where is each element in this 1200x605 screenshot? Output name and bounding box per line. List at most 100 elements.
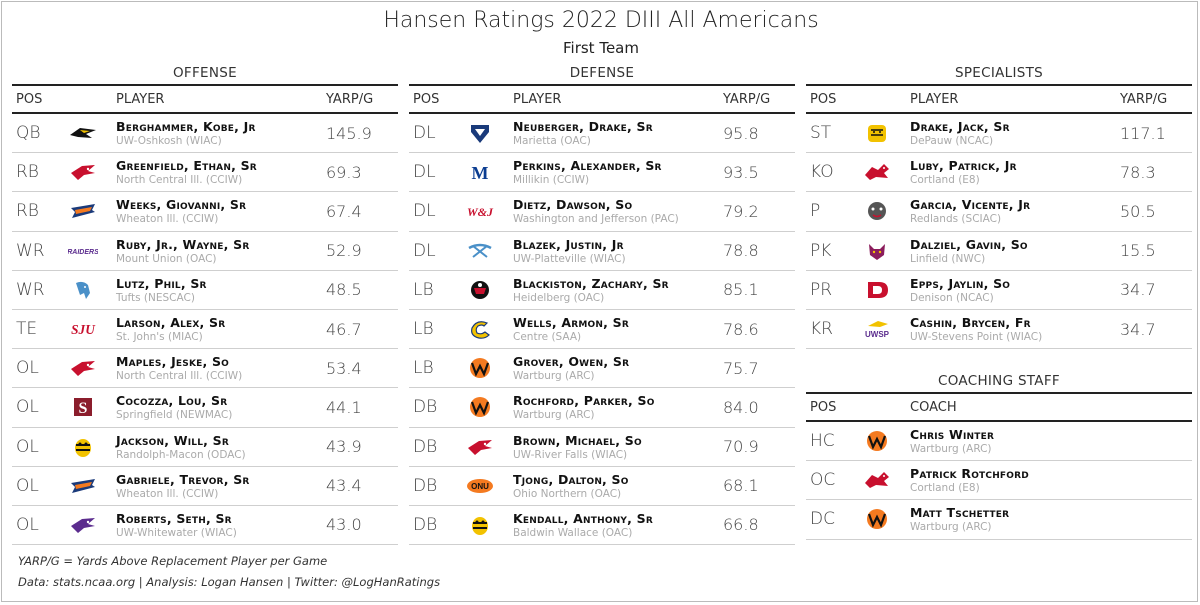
d-logo [848, 279, 906, 301]
player-school: Washington and Jefferson (PAC) [513, 213, 679, 226]
metric-value: 78.6 [723, 319, 759, 339]
position-cell: OL [16, 397, 39, 418]
table-row: QB Berghammer, Kobe, Jr UW-Oshkosh (WIAC… [12, 114, 398, 154]
player-school: UW-Oshkosh (WIAC) [116, 135, 222, 148]
player-name: Patrick Rotchford [910, 466, 1029, 482]
player-cell: Jackson, Will, Sr Randolph-Macon (ODAC) [112, 433, 326, 461]
player-school: Wartburg (ARC) [910, 521, 992, 534]
page-subtitle: First Team [563, 39, 639, 57]
player-school: North Central Ill. (CCIW) [116, 174, 243, 187]
svg-text:ONU: ONU [471, 482, 489, 491]
table-row: RB Weeks, Giovanni, Sr Wheaton Ill. (CCI… [12, 192, 398, 232]
table-row: LB Grover, Owen, Sr Wartburg (ARC) 75.7 [409, 349, 795, 389]
position-cell: LB [413, 279, 434, 300]
position-cell: KR [810, 319, 833, 340]
specialists-header: POS PLAYER YARP/G [806, 84, 1192, 114]
yellowjacket-logo [451, 514, 509, 536]
metric-value: 52.9 [326, 241, 362, 261]
metric-header: YARP/G [1120, 91, 1168, 107]
table-row: DL M Perkins, Alexander, Sr Millikin (CC… [409, 153, 795, 193]
pioneer-logo [451, 122, 509, 144]
player-name: Cocozza, Lou, Sr [116, 393, 228, 409]
player-school: Heidelberg (OAC) [513, 291, 605, 304]
player-cell: Drake, Jack, Sr DePauw (NCAC) [906, 119, 1120, 147]
table-row: HC Chris Winter Wartburg (ARC) [806, 422, 1192, 462]
player-school: North Central Ill. (CCIW) [116, 370, 243, 383]
player-cell: Neuberger, Drake, Sr Marietta (OAC) [509, 119, 723, 147]
position-cell: PR [810, 279, 833, 300]
player-school: Wartburg (ARC) [513, 409, 595, 422]
table-row: DB Kendall, Anthony, Sr Baldwin Wallace … [409, 506, 795, 546]
table-row: OL Maples, Jeske, So North Central Ill. … [12, 349, 398, 389]
player-name: Luby, Patrick, Jr [910, 158, 1017, 174]
table-row: DL Neuberger, Drake, Sr Marietta (OAC) 9… [409, 114, 795, 154]
player-cell: Perkins, Alexander, Sr Millikin (CCIW) [509, 158, 723, 186]
svg-text:W&J: W&J [467, 205, 494, 219]
position-cell: HC [810, 431, 835, 452]
player-school: Mount Union (OAC) [116, 252, 217, 265]
metric-value: 66.8 [723, 515, 759, 535]
player-school: Tufts (NESCAC) [116, 291, 195, 304]
player-name: Berghammer, Kobe, Jr [116, 119, 256, 135]
uwsp-logo: UWSP [848, 318, 906, 340]
player-name: Ruby, Jr., Wayne, Sr [116, 236, 250, 252]
player-name: Cashin, Brycen, Fr [910, 315, 1031, 331]
table-row: KO Luby, Patrick, Jr Cortland (E8) 78.3 [806, 153, 1192, 193]
cardinal-logo [54, 161, 112, 183]
player-name: Wells, Armon, Sr [513, 315, 629, 331]
svg-text:UWSP: UWSP [865, 330, 890, 339]
footnote: YARP/G = Yards Above Replacement Player … [18, 554, 328, 568]
coaching-header: POS COACH [806, 392, 1192, 422]
player-cell: Blackiston, Zachary, Sr Heidelberg (OAC) [509, 276, 723, 304]
table-row: LB Wells, Armon, Sr Centre (SAA) 78.6 [409, 310, 795, 350]
player-school: UW-Whitewater (WIAC) [116, 526, 237, 539]
table-row: OC Patrick Rotchford Cortland (E8) [806, 461, 1192, 501]
svg-text:SJU: SJU [71, 322, 96, 337]
c-logo [451, 318, 509, 340]
table-row: OL S Cocozza, Lou, Sr Springfield (NEWMA… [12, 388, 398, 428]
player-name: Lutz, Phil, Sr [116, 275, 207, 291]
player-school: Ohio Northern (OAC) [513, 487, 622, 500]
dragon-logo [848, 161, 906, 183]
player-cell: Chris Winter Wartburg (ARC) [906, 427, 1120, 455]
metric-value: 43.4 [326, 476, 362, 496]
player-name: Dietz, Dawson, So [513, 197, 633, 213]
defense-title: DEFENSE [569, 65, 635, 81]
table-row: WR Lutz, Phil, Sr Tufts (NESCAC) 48.5 [12, 271, 398, 310]
position-cell: DB [413, 514, 438, 535]
position-cell: OL [16, 475, 39, 496]
position-cell: WR [16, 240, 45, 261]
player-cell: Ruby, Jr., Wayne, Sr Mount Union (OAC) [112, 237, 326, 265]
tiger-logo [848, 122, 906, 144]
yellowjacket-logo [54, 436, 112, 458]
player-cell: Weeks, Giovanni, Sr Wheaton Ill. (CCIW) [112, 197, 326, 225]
player-cell: Epps, Jaylin, So Denison (NCAC) [906, 276, 1120, 304]
table-row: DL W&J Dietz, Dawson, So Washington and … [409, 192, 795, 232]
player-school: UW-Platteville (WIAC) [513, 252, 626, 265]
table-row: DB Rochford, Parker, So Wartburg (ARC) 8… [409, 388, 795, 428]
position-cell: PK [810, 240, 832, 261]
player-name: Grover, Owen, Sr [513, 354, 630, 370]
player-cell: Kendall, Anthony, Sr Baldwin Wallace (OA… [509, 511, 723, 539]
metric-value: 34.7 [1120, 280, 1156, 300]
pos-header: POS [16, 91, 43, 107]
player-cell: Greenfield, Ethan, Sr North Central Ill.… [112, 158, 326, 186]
w-logo [848, 508, 906, 530]
coaching-section: COACHING STAFF POS COACH HC Chris Winter… [806, 370, 1192, 540]
player-name: Weeks, Giovanni, Sr [116, 197, 247, 213]
position-cell: RB [16, 201, 39, 222]
player-school: Millikin (CCIW) [513, 174, 590, 187]
offense-header: POS PLAYER YARP/G [12, 84, 398, 114]
player-school: St. John's (MIAC) [116, 331, 203, 344]
table-row: TE SJU Larson, Alex, Sr St. John's (MIAC… [12, 310, 398, 350]
metric-value: 15.5 [1120, 241, 1156, 261]
player-header: PLAYER [513, 91, 562, 107]
table-row: OL Gabriele, Trevor, Sr Wheaton Ill. (CC… [12, 467, 398, 506]
cardinal-logo [54, 357, 112, 379]
jumbo-logo [54, 279, 112, 301]
player-name: Roberts, Seth, Sr [116, 510, 232, 526]
table-row: KR UWSP Cashin, Brycen, Fr UW-Stevens Po… [806, 310, 1192, 350]
player-cell: Gabriele, Trevor, Sr Wheaton Ill. (CCIW) [112, 472, 326, 500]
player-school: Cortland (E8) [910, 174, 980, 187]
